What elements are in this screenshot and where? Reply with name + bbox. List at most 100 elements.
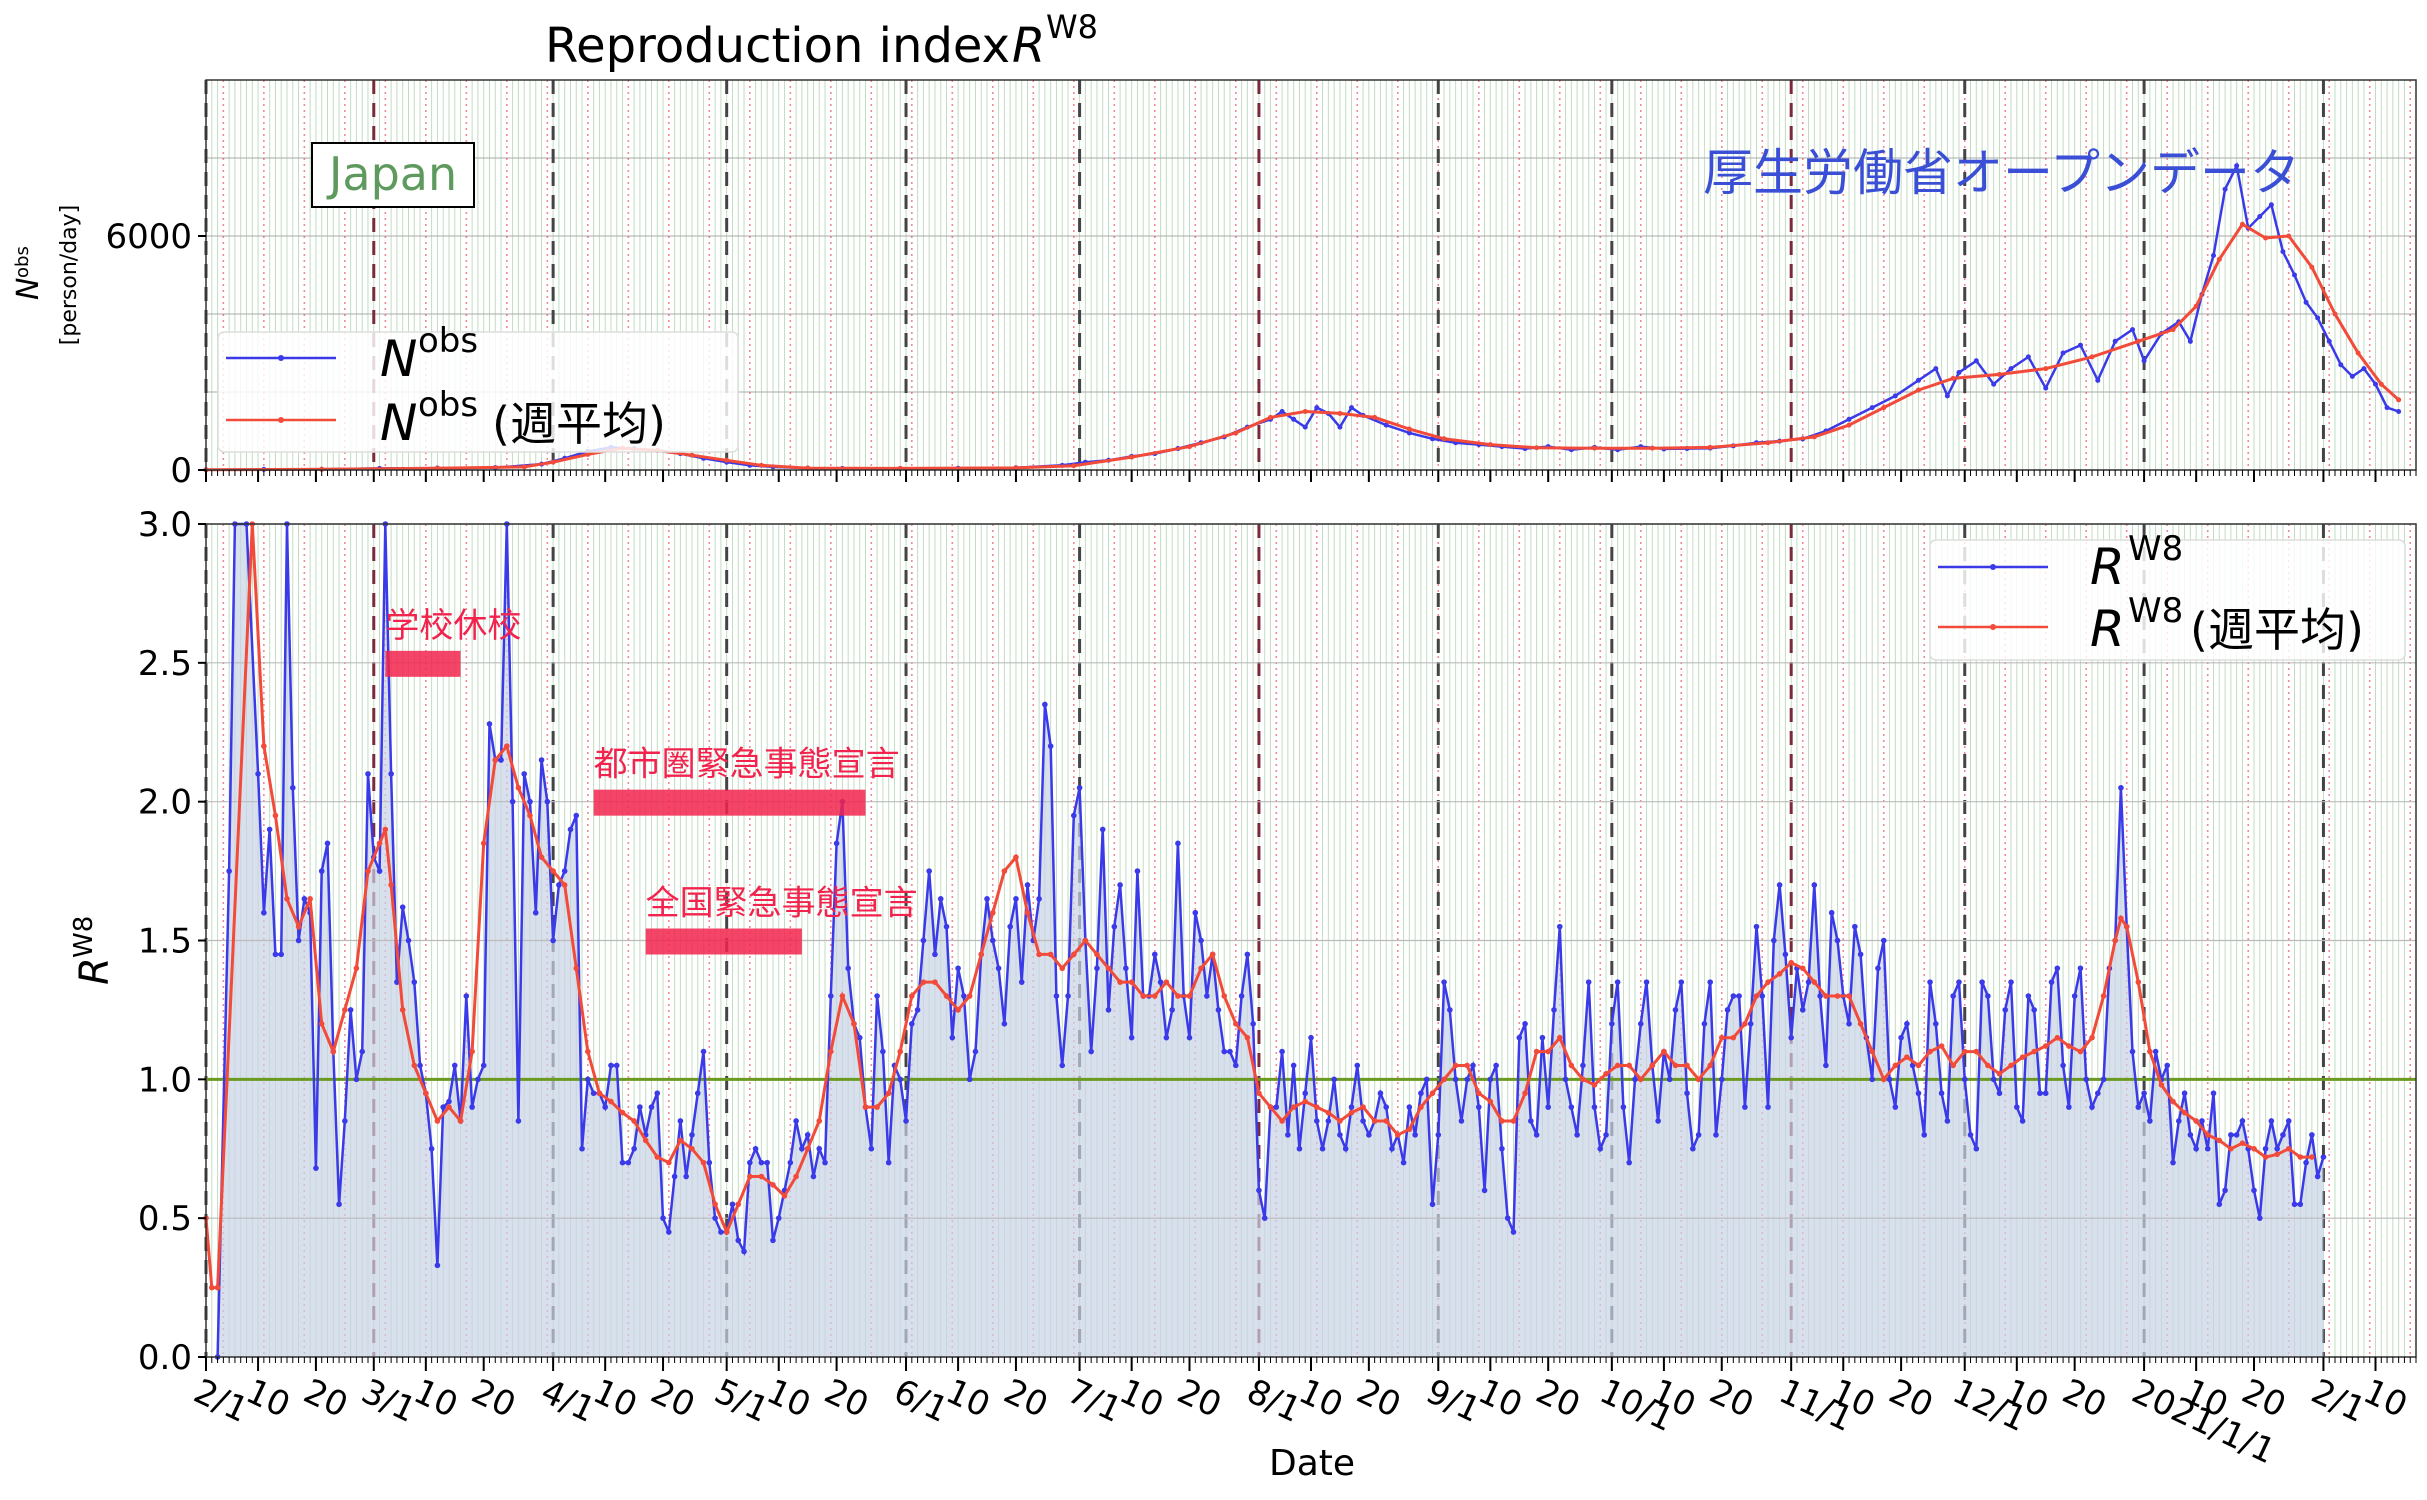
bottom-y-tick-label: 1.5: [138, 922, 192, 962]
bottom-series-avg-point: [515, 784, 522, 791]
bottom-series-avg-point: [1730, 1034, 1737, 1041]
top-series-avg-point: [689, 452, 695, 458]
bottom-series-raw-point: [937, 896, 944, 902]
bottom-series-raw-point: [2251, 1187, 2257, 1194]
bottom-series-avg-point: [1186, 993, 1193, 999]
bottom-series-raw-point: [816, 1145, 823, 1152]
bottom-series-avg-point: [2135, 979, 2142, 985]
bottom-series-avg-point: [1024, 909, 1031, 916]
bottom-series-raw-point: [608, 1062, 614, 1069]
top-series-avg-point: [2239, 221, 2245, 227]
bottom-series-raw-point: [775, 1215, 782, 1221]
bottom-series-avg-point: [1140, 993, 1147, 999]
bottom-y-label-superscript: W8: [69, 916, 99, 958]
bottom-series-avg-point: [781, 1193, 788, 1199]
top-y-label-symbol: N: [11, 278, 46, 300]
bottom-series-avg-point: [1834, 993, 1841, 999]
bottom-series-raw-point: [515, 1118, 522, 1124]
x-tick-label: 10: [587, 1371, 643, 1426]
bottom-series-raw-point: [1435, 1132, 1442, 1138]
bottom-series-raw-point: [1684, 1090, 1690, 1097]
bottom-series-raw-point: [1475, 1104, 1482, 1110]
bottom-series-avg-point: [1927, 1048, 1933, 1055]
bottom-series-avg-point: [1337, 1118, 1343, 1124]
bottom-series-raw-point: [1927, 979, 1933, 985]
bottom-series-raw-point: [1400, 1159, 1407, 1166]
top-series-raw-point: [2234, 163, 2240, 169]
japan-badge-box: [311, 142, 475, 208]
bottom-series-avg-point: [365, 868, 371, 874]
bottom-series-raw-point: [897, 1076, 904, 1083]
bottom-series-avg-point: [272, 812, 279, 819]
chart-title: Reproduction index R W8: [545, 8, 1098, 74]
bottom-series-avg-point: [2077, 1048, 2084, 1055]
bottom-series-raw-point: [2060, 1062, 2066, 1069]
bottom-series-avg-point: [2089, 1034, 2095, 1041]
bottom-series-avg-point: [1742, 1021, 1748, 1027]
bottom-series-raw-point: [1880, 937, 1887, 944]
bottom-series-avg-point: [1256, 1090, 1262, 1097]
bottom-series-avg-point: [2112, 937, 2118, 944]
bottom-series-raw-point: [2066, 1104, 2072, 1110]
bottom-series-raw-point: [1024, 882, 1031, 888]
top-series-avg-point: [2193, 303, 2199, 309]
bottom-series-raw-point: [1904, 1021, 1910, 1027]
bottom-series-raw-point: [868, 1145, 875, 1152]
bottom-series-raw-point: [1898, 1034, 1904, 1041]
bottom-series-raw-point: [1053, 993, 1060, 999]
top-series-avg-point: [1846, 422, 1852, 428]
bottom-series-avg-point: [1915, 1062, 1922, 1069]
top-series-avg-point: [2396, 397, 2402, 403]
bottom-series-raw-point: [2054, 965, 2061, 972]
bottom-series-avg-point: [1163, 979, 1170, 985]
top-series-raw-point: [2349, 373, 2355, 379]
top-series-raw-point: [2008, 366, 2014, 372]
bottom-series-raw-point: [405, 937, 412, 944]
top-series-raw-point: [2384, 405, 2390, 411]
bottom-series-raw-point: [342, 1118, 348, 1124]
bottom-series-avg-point: [1232, 1021, 1239, 1027]
bottom-series-raw-point: [822, 1159, 828, 1166]
bottom-series-raw-point: [1487, 1076, 1494, 1083]
top-series-raw-point: [2043, 385, 2049, 391]
bottom-series-raw-point: [1817, 993, 1823, 999]
top-series-avg-point: [1187, 444, 1193, 450]
top-series-raw-point: [2338, 362, 2344, 368]
bottom-series-raw-point: [480, 1062, 487, 1069]
bottom-series-raw-point: [2077, 965, 2084, 972]
bottom-series-avg-point: [2100, 993, 2107, 999]
bottom-series-raw-point: [1799, 1007, 1806, 1013]
bottom-series-raw-point: [1123, 965, 1129, 972]
bottom-series-raw-point: [394, 979, 400, 985]
top-y-axis-label: N obs [person/day]: [11, 205, 82, 345]
bottom-series-avg-point: [480, 840, 487, 847]
bottom-series-raw-point: [1018, 979, 1025, 985]
bottom-series-raw-point: [1134, 868, 1141, 874]
bottom-series: [203, 521, 2327, 1360]
bottom-series-avg-point: [1869, 1048, 1875, 1055]
bottom-series-raw-point: [660, 1215, 666, 1221]
bottom-series-avg-point: [735, 1201, 742, 1208]
top-series-raw-point: [1279, 409, 1285, 414]
top-y-axis: 0 6000: [105, 217, 206, 491]
bottom-legend-marker-raw: [1990, 564, 1996, 570]
x-tick-label: 20: [1171, 1371, 1227, 1426]
bottom-series-raw-point: [1232, 1062, 1239, 1069]
bottom-series-raw-point: [1666, 1076, 1673, 1083]
bottom-series-raw-point: [2118, 784, 2124, 791]
bottom-series-raw-point: [2176, 1118, 2182, 1124]
bottom-series-raw-point: [1747, 1021, 1754, 1027]
bottom-series-avg-point: [2054, 1034, 2061, 1041]
bottom-series-avg-point: [920, 979, 927, 985]
bottom-legend-box: [1929, 539, 2406, 661]
top-series-raw-point: [2095, 377, 2101, 383]
bottom-series-raw-point: [637, 1104, 643, 1110]
bottom-series-raw-point: [1377, 1090, 1384, 1097]
bottom-series-raw-point: [1302, 1090, 1309, 1097]
top-series-avg-point: [1268, 414, 1274, 420]
bottom-series-raw-point: [1961, 1076, 1968, 1083]
bottom-series-avg-point: [689, 1145, 695, 1152]
x-tick-label: 20: [645, 1371, 701, 1426]
bottom-series-raw-point: [2164, 1062, 2171, 1069]
bottom-series-raw-point: [1973, 1145, 1980, 1152]
